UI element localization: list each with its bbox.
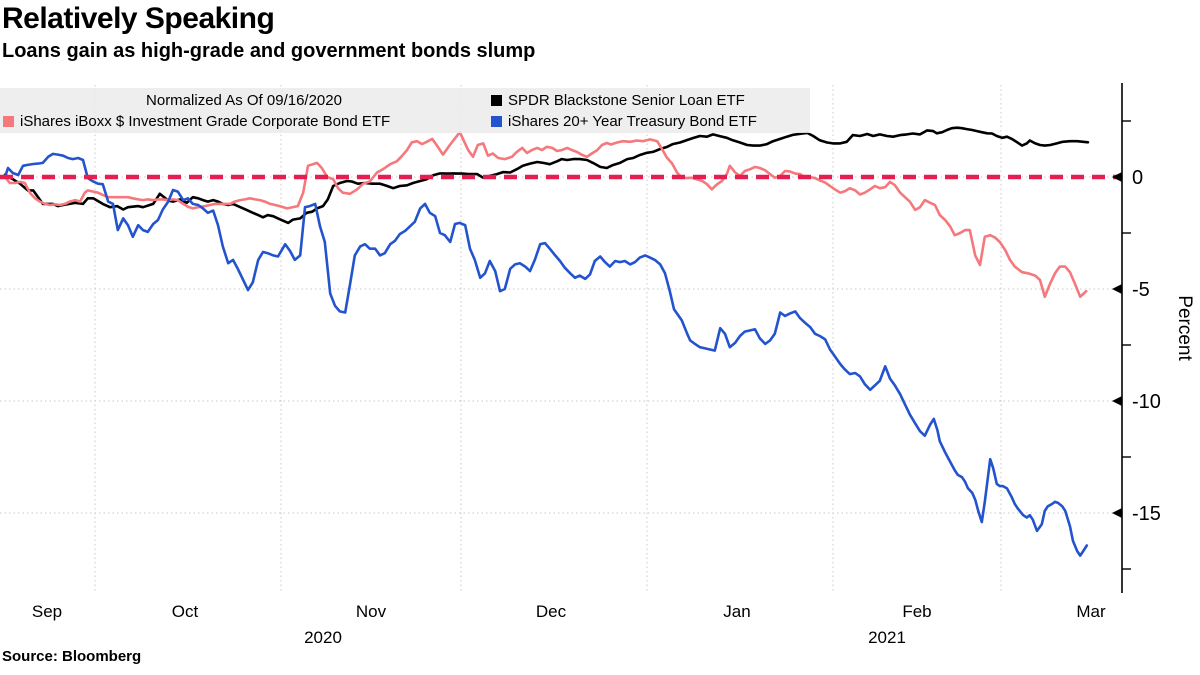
y-axis-title: Percent	[1174, 295, 1195, 361]
y-tick-label: 0	[1132, 167, 1143, 189]
legend-entry-senior-loan-etf: SPDR Blackstone Senior Loan ETF	[488, 90, 810, 110]
legend-box: Normalized As Of 09/16/2020 SPDR Blackst…	[0, 88, 810, 133]
y-tick-arrow-icon	[1112, 508, 1122, 518]
legend-note: Normalized As Of 09/16/2020	[146, 91, 342, 109]
chart-header: Relatively Speaking Loans gain as high-g…	[2, 2, 535, 62]
legend-entry-ig-corporate-bond-etf: iShares iBoxx $ Investment Grade Corpora…	[0, 111, 488, 131]
y-tick-arrow-icon	[1112, 396, 1122, 406]
x-month-label: Oct	[172, 602, 199, 621]
x-month-label: Nov	[356, 602, 387, 621]
x-month-label: Jan	[723, 602, 750, 621]
legend-entry-treasury-bond-etf: iShares 20+ Year Treasury Bond ETF	[488, 111, 810, 131]
page-title: Relatively Speaking	[2, 2, 275, 35]
source-note: Source: Bloomberg	[2, 648, 142, 665]
y-tick-arrow-icon	[1112, 172, 1122, 182]
y-tick-label: -10	[1132, 391, 1161, 413]
series-line-2	[3, 152, 1089, 557]
x-year-label: 2020	[304, 628, 342, 647]
blue-square-swatch-icon	[491, 115, 502, 127]
series-line-0	[3, 126, 1090, 225]
x-month-label: Feb	[902, 602, 931, 621]
page-subtitle: Loans gain as high-grade and government …	[2, 40, 536, 62]
legend-entry-label: iShares iBoxx $ Investment Grade Corpora…	[20, 112, 391, 130]
x-month-label: Sep	[32, 602, 62, 621]
x-month-label: Dec	[536, 602, 567, 621]
legend-entry-label: iShares 20+ Year Treasury Bond ETF	[508, 112, 757, 130]
y-tick-label: -15	[1132, 503, 1161, 525]
y-tick-label: -5	[1132, 279, 1150, 301]
legend-entry-label: SPDR Blackstone Senior Loan ETF	[508, 91, 745, 109]
x-year-label: 2021	[868, 628, 906, 647]
y-tick-arrow-icon	[1112, 284, 1122, 294]
series-line-1	[3, 130, 1088, 299]
black-square-swatch-icon	[491, 94, 502, 106]
x-month-label: Mar	[1076, 602, 1106, 621]
salmon-square-swatch-icon	[3, 115, 14, 127]
